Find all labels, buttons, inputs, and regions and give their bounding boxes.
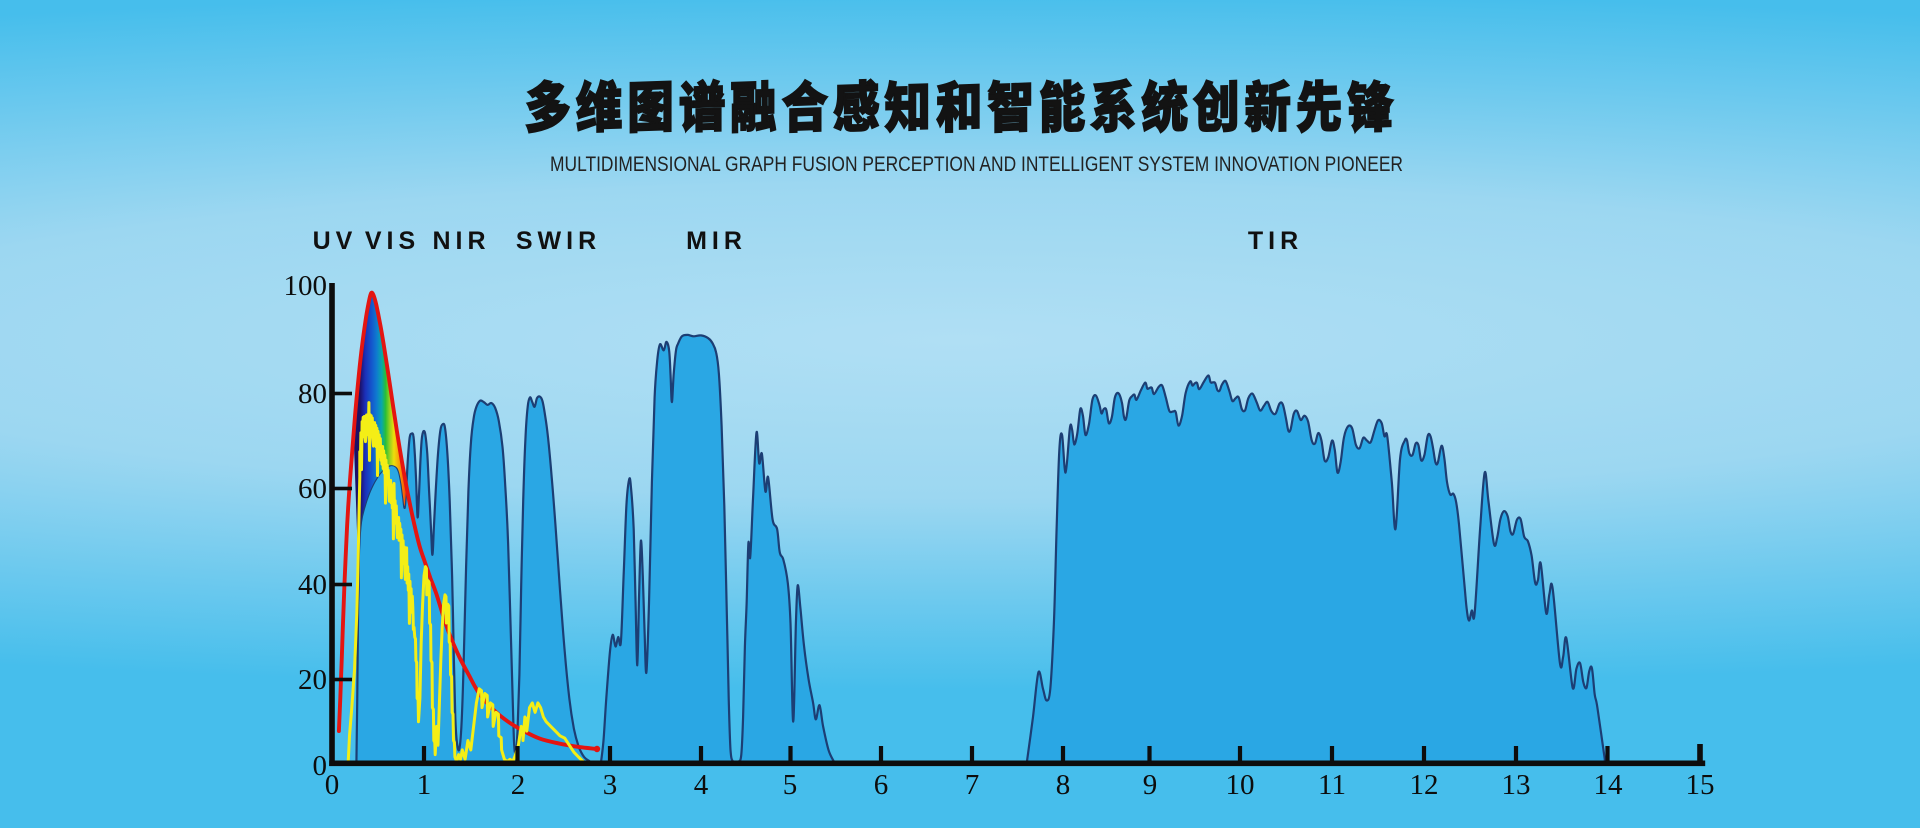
svg-text:40: 40 (298, 569, 327, 601)
svg-text:14: 14 (1594, 769, 1624, 801)
svg-text:NIR: NIR (432, 227, 490, 255)
svg-text:15: 15 (1686, 769, 1715, 801)
svg-text:13: 13 (1502, 769, 1531, 801)
svg-text:8: 8 (1056, 769, 1071, 801)
svg-text:60: 60 (298, 473, 327, 505)
svg-text:3: 3 (603, 769, 618, 801)
svg-text:80: 80 (298, 378, 327, 410)
svg-text:100: 100 (284, 270, 328, 302)
svg-text:0: 0 (313, 750, 328, 782)
svg-text:0: 0 (325, 769, 340, 801)
svg-text:5: 5 (783, 769, 798, 801)
svg-text:11: 11 (1318, 769, 1346, 801)
svg-text:MULTIDIMENSIONAL GRAPH FUSION: MULTIDIMENSIONAL GRAPH FUSION PERCEPTION… (550, 153, 1403, 176)
svg-text:2: 2 (511, 769, 526, 801)
svg-text:TIR: TIR (1248, 227, 1303, 255)
svg-text:UV: UV (313, 227, 358, 255)
svg-text:VIS: VIS (365, 227, 420, 255)
svg-text:7: 7 (965, 769, 980, 801)
svg-text:12: 12 (1410, 769, 1439, 801)
svg-text:10: 10 (1226, 769, 1255, 801)
svg-text:4: 4 (694, 769, 709, 801)
svg-text:MIR: MIR (686, 227, 747, 255)
svg-text:9: 9 (1143, 769, 1158, 801)
svg-text:6: 6 (874, 769, 889, 801)
svg-text:20: 20 (298, 664, 327, 696)
svg-text:SWIR: SWIR (516, 227, 601, 255)
svg-text:1: 1 (417, 769, 432, 801)
